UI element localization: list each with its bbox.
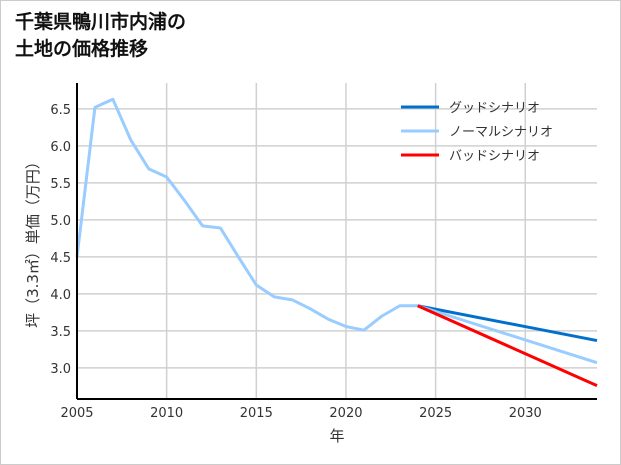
x-axis-label: 年	[329, 427, 344, 445]
chart-title: 千葉県鴨川市内浦の 土地の価格推移	[15, 9, 186, 63]
series-line	[417, 304, 598, 388]
x-tick-label: 2025	[419, 406, 452, 421]
series-line	[75, 97, 598, 365]
y-tick-label: 5.0	[50, 214, 71, 229]
title-line-1: 千葉県鴨川市内浦の	[15, 11, 187, 33]
y-tick-label: 4.0	[50, 288, 71, 303]
y-tick-label: 4.5	[50, 251, 71, 266]
x-tick-label: 2020	[329, 406, 362, 421]
title-line-2: 土地の価格推移	[15, 38, 149, 60]
y-axis-label: 坪（3.3㎡）単価（万円）	[24, 154, 42, 328]
x-tick-label: 2030	[509, 406, 542, 421]
y-tick-label: 6.0	[50, 140, 71, 155]
x-tick-label: 2005	[60, 406, 93, 421]
y-tick-label: 5.5	[50, 177, 71, 192]
series-line	[417, 304, 598, 343]
legend-label: グッドシナリオ	[449, 101, 540, 116]
x-tick-label: 2010	[150, 406, 183, 421]
y-tick-label: 3.5	[50, 325, 71, 340]
legend-label: ノーマルシナリオ	[449, 125, 553, 140]
y-tick-label: 3.0	[50, 362, 71, 377]
x-tick-label: 2015	[240, 406, 273, 421]
legend-label: バッドシナリオ	[449, 149, 540, 164]
y-tick-label: 6.5	[50, 103, 71, 118]
